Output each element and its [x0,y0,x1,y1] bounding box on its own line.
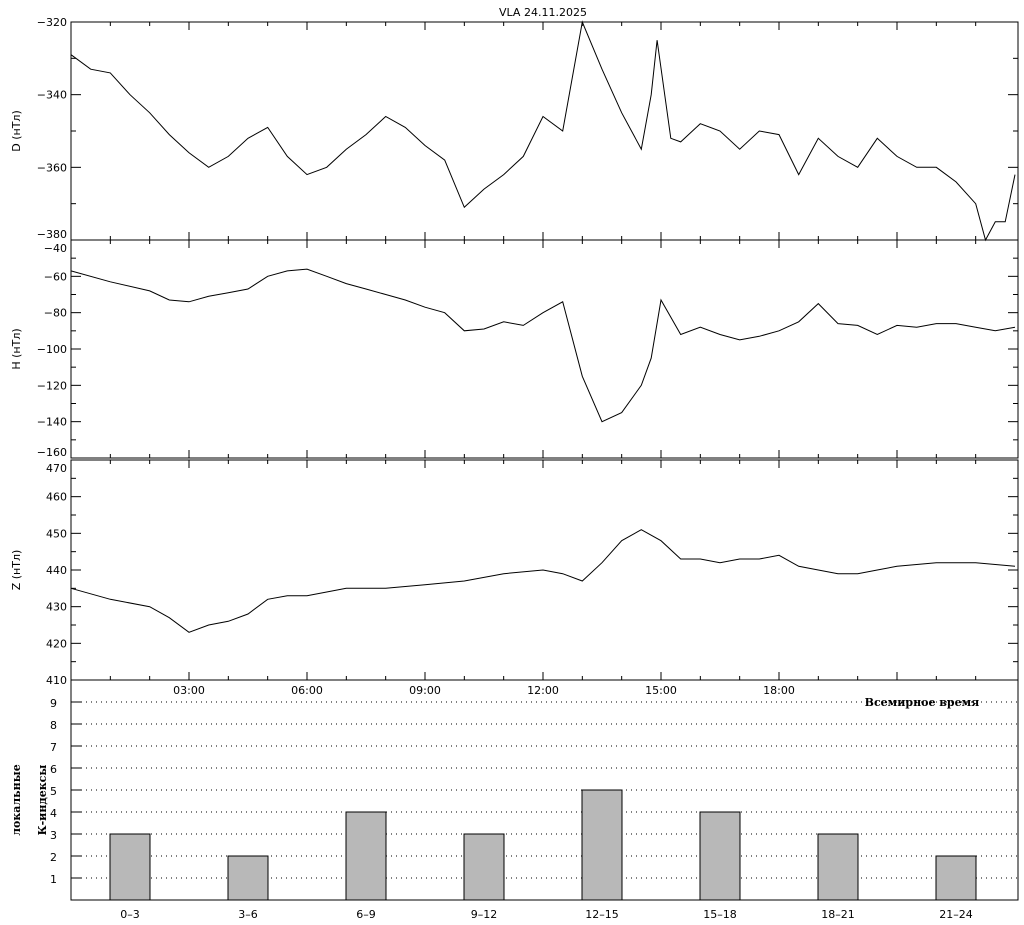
y-tick-label: 8 [50,719,57,732]
chart-title: VLA 24.11.2025 [499,6,587,19]
y-axis-label: Z (нТл) [10,550,23,591]
y-tick-label: 6 [50,763,57,776]
category-label: 21–24 [939,908,973,921]
y-tick-label: 4 [50,807,57,820]
k-index-bar [227,855,269,901]
y-tick-label: 1 [50,873,57,886]
k-index-bar [463,833,505,901]
x-tick-label: 12:00 [527,684,559,697]
category-label: 6–9 [356,908,376,921]
x-tick-label: 15:00 [645,684,677,697]
y-tick-label: −120 [37,379,67,392]
category-label: 0–3 [120,908,140,921]
y-tick-label: 2 [50,851,57,864]
y-tick-label: 9 [50,697,57,710]
y-tick-label: −380 [37,228,67,241]
series-line-0 [70,20,1016,242]
y-tick-label: 450 [46,527,67,540]
y-tick-label: −60 [44,270,67,283]
x-tick-label: 03:00 [173,684,205,697]
category-label: 15–18 [703,908,737,921]
y-tick-label: −320 [37,16,67,29]
y-tick-label: −140 [37,416,67,429]
k-index-bar [345,811,387,901]
category-label: 9–12 [471,908,498,921]
panel-frame-0 [70,21,1019,241]
y-tick-label: −80 [44,307,67,320]
y-axis-label: H (нТл) [10,328,23,369]
y-axis-label: К-индексы [36,765,49,836]
y-tick-label: −360 [37,161,67,174]
y-axis-label: D (нТл) [10,110,23,152]
y-tick-label: 3 [50,829,57,842]
y-tick-label: −340 [37,89,67,102]
y-tick-label: 410 [46,674,67,687]
y-tick-label: 7 [50,741,57,754]
k-index-bar [817,833,859,901]
k-index-bar [109,833,151,901]
x-tick-label: 09:00 [409,684,441,697]
panel-frame-3 [70,679,1019,901]
x-tick-label: 06:00 [291,684,323,697]
y-tick-label: −160 [37,446,67,459]
y-tick-label: 440 [46,564,67,577]
k-index-bar [581,789,623,901]
y-axis-label: локальные [10,764,23,835]
series-line-1 [70,268,1016,423]
series-line-2 [70,529,1016,633]
y-tick-label: −40 [44,242,67,255]
y-tick-label: 430 [46,601,67,614]
panel-frame-1 [70,239,1019,459]
x-tick-label: 18:00 [763,684,795,697]
y-tick-label: −100 [37,343,67,356]
x-axis-label: Всемирное время [865,696,980,709]
y-tick-label: 470 [46,462,67,475]
category-label: 12–15 [585,908,619,921]
category-label: 3–6 [238,908,258,921]
category-label: 18–21 [821,908,855,921]
y-tick-label: 420 [46,637,67,650]
k-index-bar [699,811,741,901]
k-index-bar [935,855,977,901]
y-tick-label: 5 [50,785,57,798]
y-tick-label: 460 [46,491,67,504]
